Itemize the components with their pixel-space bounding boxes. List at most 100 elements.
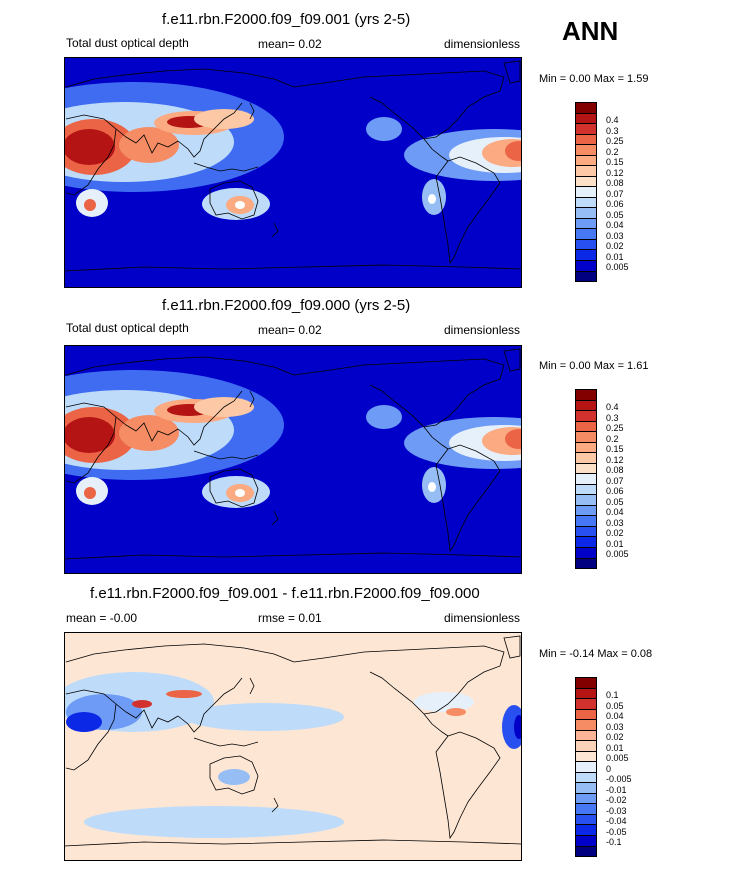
map-frame xyxy=(64,632,522,861)
panel-1-mean: mean= 0.02 xyxy=(258,37,322,51)
coastline xyxy=(193,162,259,172)
coastline xyxy=(249,677,255,695)
colorbar-tick-label: 0.02 xyxy=(606,241,624,252)
coastline xyxy=(177,390,243,446)
colorbar-tick-label: -0.04 xyxy=(606,816,627,827)
colorbar-swatch xyxy=(576,145,596,156)
colorbar-tick-label: -0.1 xyxy=(606,837,622,848)
colorbar-swatch xyxy=(576,421,596,433)
panel-2-title: f.e11.rbn.F2000.f09_f09.000 (yrs 2-5) xyxy=(162,297,411,314)
colorbar-swatch xyxy=(576,730,596,742)
colorbar-tick-label: 0.15 xyxy=(606,157,624,168)
panel-3-map xyxy=(64,632,522,861)
colorbar-tick-label: -0.01 xyxy=(606,784,627,795)
colorbar-tick-label: 0.1 xyxy=(606,690,619,701)
coastline xyxy=(65,356,295,376)
coastline xyxy=(293,358,505,428)
colorbar-tick-label: 0.06 xyxy=(606,199,624,210)
panel-1-colorbar xyxy=(575,102,597,282)
panel-3-units: dimensionless xyxy=(444,611,521,625)
panel-2-colorbar xyxy=(575,389,597,569)
map-frame xyxy=(64,57,522,288)
colorbar-swatch xyxy=(576,187,596,198)
colorbar-swatch xyxy=(576,762,596,773)
colorbar-tick-label: 0.04 xyxy=(606,220,624,231)
colorbar-swatch xyxy=(576,495,596,506)
colorbar-tick-label: 0.02 xyxy=(606,732,624,743)
panel-3-colorbar-labels: 0.1 0.05 0.04 0.03 0.02 0.01 0.005 0 -0.005 -0.01… xyxy=(606,677,646,855)
panel-3-title: f.e11.rbn.F2000.f09_f09.001 - f.e11.rbn.… xyxy=(90,585,480,602)
panel-2-colorbar-labels: 0.4 0.3 0.25 0.2 0.15 0.12 0.08 0.07 0.06 0.05 0.0… xyxy=(606,389,646,567)
coastline xyxy=(193,450,259,460)
coastline xyxy=(249,390,255,408)
coastline xyxy=(65,689,117,771)
coastline xyxy=(249,102,255,120)
colorbar-swatch xyxy=(576,688,596,700)
coastline xyxy=(423,138,449,162)
colorbar-tick-label: 0.01 xyxy=(606,251,624,262)
map-frame xyxy=(64,345,522,574)
panel-2-units: dimensionless xyxy=(444,323,521,337)
colorbar-tick-label: 0.005 xyxy=(606,262,629,273)
panel-3-rmse: rmse = 0.01 xyxy=(258,611,322,625)
coastline xyxy=(293,70,505,140)
coastline xyxy=(435,156,501,265)
colorbar-tick-label: 0.04 xyxy=(606,507,624,518)
coastline xyxy=(503,348,521,372)
colorbar-swatch xyxy=(576,155,596,167)
colorbar-tick-label: 0.15 xyxy=(606,444,624,455)
colorbar-swatch xyxy=(576,772,596,784)
colorbar-tick-label: 0.12 xyxy=(606,167,624,178)
panel-1-units: dimensionless xyxy=(444,37,521,51)
coastline xyxy=(293,645,505,715)
colorbar-tick-label: 0.03 xyxy=(606,721,624,732)
panel-3-mean: mean = -0.00 xyxy=(66,611,138,625)
colorbar-swatch xyxy=(576,229,596,240)
colorbar-swatch xyxy=(576,400,596,412)
colorbar-tick-label: 0.3 xyxy=(606,125,619,136)
colorbar-swatch xyxy=(576,825,596,836)
colorbar-tick-label: 0.08 xyxy=(606,178,624,189)
colorbar-tick-label: 0.2 xyxy=(606,146,619,157)
colorbar-tick-label: 0.05 xyxy=(606,700,624,711)
coastline xyxy=(209,755,259,795)
coastline xyxy=(65,68,295,88)
colorbar-tick-label: 0.05 xyxy=(606,496,624,507)
colorbar-tick-label: 0.2 xyxy=(606,433,619,444)
coastline xyxy=(64,552,522,560)
season-label: ANN xyxy=(562,16,619,46)
colorbar-swatch xyxy=(576,134,596,146)
colorbar-tick-label: -0.005 xyxy=(606,774,632,785)
coastline xyxy=(64,839,522,847)
colorbar-swatch xyxy=(576,260,596,272)
coastline xyxy=(271,510,279,526)
coastlines xyxy=(64,635,522,847)
colorbar-swatch xyxy=(576,526,596,538)
colorbar-swatch xyxy=(576,783,596,794)
colorbar-tick-label: 0.01 xyxy=(606,742,624,753)
coastline xyxy=(65,114,117,196)
colorbar-swatch xyxy=(576,474,596,485)
colorbar-swatch xyxy=(576,176,596,188)
colorbar-swatch xyxy=(576,390,596,401)
colorbar-tick-label: 0.05 xyxy=(606,209,624,220)
colorbar-swatch xyxy=(576,505,596,517)
colorbar-tick-label: -0.05 xyxy=(606,826,627,837)
panel-1-variable-label: Total dust optical depth xyxy=(66,36,189,50)
coastline xyxy=(435,444,501,553)
colorbar-tick-label: 0.07 xyxy=(606,475,624,486)
coastline xyxy=(209,180,259,220)
coastline xyxy=(503,60,521,84)
colorbar-swatch xyxy=(576,547,596,559)
panel-1-title: f.e11.rbn.F2000.f09_f09.001 (yrs 2-5) xyxy=(162,11,411,28)
coastlines xyxy=(64,60,522,272)
panel-2-minmax: Min = 0.00 Max = 1.61 xyxy=(539,360,649,372)
panel-2-mean: mean= 0.02 xyxy=(258,323,322,337)
colorbar-tick-label: 0.25 xyxy=(606,136,624,147)
colorbar-swatch xyxy=(576,271,596,282)
colorbar-swatch xyxy=(576,835,596,847)
coastline xyxy=(503,635,521,659)
panel-2-map xyxy=(64,345,522,574)
colorbar-swatch xyxy=(576,709,596,721)
colorbar-tick-label: -0.03 xyxy=(606,805,627,816)
